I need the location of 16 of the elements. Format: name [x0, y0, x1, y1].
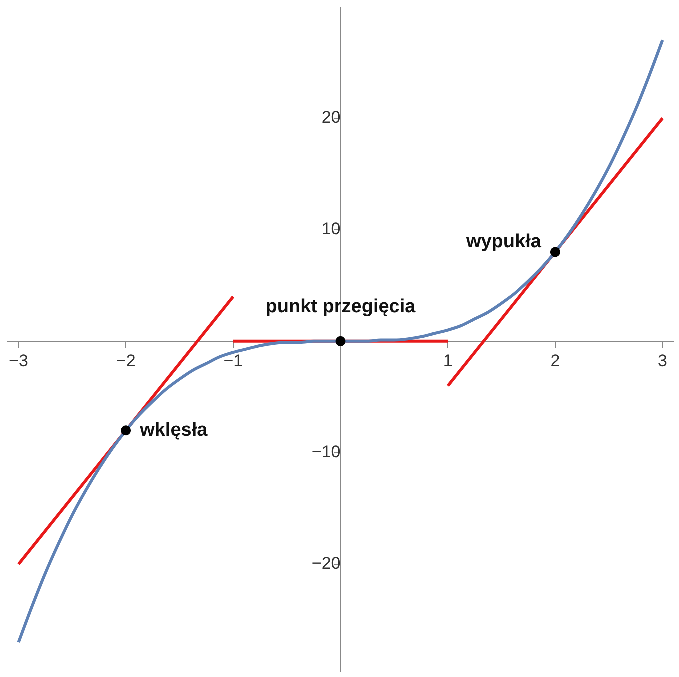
y-tick-label: −10: [312, 442, 341, 462]
x-tick-label: −1: [224, 351, 244, 370]
x-tick-label: −3: [9, 351, 28, 370]
point: [336, 336, 346, 346]
x-tick-label: 2: [550, 351, 560, 370]
x-tick-label: 1: [443, 351, 453, 370]
annotation: wypukła: [465, 231, 542, 252]
x-tick-label: 3: [658, 351, 668, 370]
y-tick-label: 10: [322, 220, 341, 239]
y-tick-label: 20: [322, 108, 341, 128]
point: [121, 426, 132, 436]
annotation: wklęsła: [139, 420, 208, 441]
point: [550, 247, 560, 258]
x-tick-label: −2: [116, 351, 136, 370]
annotation: punkt przegięcia: [266, 296, 416, 318]
y-tick-label: −20: [312, 554, 341, 574]
